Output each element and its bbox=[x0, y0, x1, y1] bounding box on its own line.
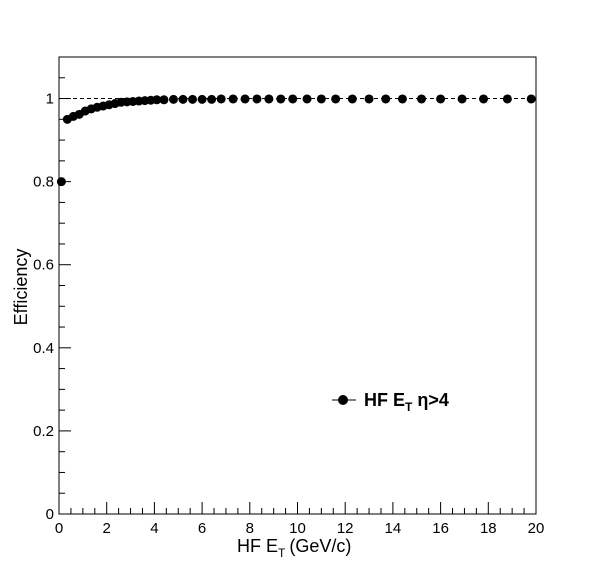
x-tick-label: 16 bbox=[432, 520, 449, 537]
data-point bbox=[178, 94, 188, 104]
data-point bbox=[228, 94, 238, 104]
x-tick-label: 10 bbox=[289, 520, 306, 537]
x-axis-ticks: 0 2 4 6 8 10 12 14 16 18 20 bbox=[55, 502, 545, 537]
x-tick-label: 4 bbox=[150, 520, 158, 537]
data-point bbox=[240, 94, 250, 104]
data-point bbox=[188, 94, 198, 104]
data-point bbox=[457, 94, 467, 104]
x-tick-label: 18 bbox=[480, 520, 497, 537]
x-axis-title: HF ET (GeV/c) bbox=[237, 536, 351, 560]
legend-marker bbox=[338, 395, 348, 405]
data-point bbox=[381, 94, 391, 104]
data-point bbox=[168, 94, 178, 104]
x-tick-label: 0 bbox=[55, 520, 63, 537]
data-point bbox=[197, 94, 207, 104]
y-axis-ticks: 0 0.2 0.4 0.6 0.8 1 bbox=[33, 56, 71, 523]
data-point bbox=[152, 95, 162, 105]
y-tick-label: 0.6 bbox=[33, 257, 54, 274]
data-point bbox=[364, 94, 374, 104]
data-point bbox=[216, 94, 226, 104]
legend-label-subscript: T bbox=[405, 400, 413, 414]
y-axis-title: Efficiency bbox=[11, 249, 31, 326]
x-tick-label: 6 bbox=[198, 520, 206, 537]
x-axis-title-unit: (GeV/c) bbox=[289, 536, 351, 556]
y-tick-label: 0 bbox=[46, 506, 54, 523]
x-tick-label: 2 bbox=[103, 520, 111, 537]
plot-frame bbox=[58, 56, 537, 515]
data-point bbox=[276, 94, 286, 104]
y-tick-label: 0.8 bbox=[33, 174, 54, 191]
data-point bbox=[159, 95, 169, 105]
x-axis-title-main: HF E bbox=[237, 536, 278, 556]
data-point bbox=[436, 94, 446, 104]
x-tick-label: 14 bbox=[385, 520, 402, 537]
data-point bbox=[316, 94, 326, 104]
data-points bbox=[56, 94, 536, 187]
legend-label: HF ET η>4 bbox=[364, 390, 449, 414]
data-point bbox=[288, 94, 298, 104]
data-point bbox=[302, 94, 312, 104]
legend-label-condition: η>4 bbox=[412, 390, 449, 410]
data-point bbox=[502, 94, 512, 104]
legend: HF ET η>4 bbox=[332, 390, 449, 414]
data-point bbox=[207, 94, 217, 104]
data-point bbox=[264, 94, 274, 104]
data-point bbox=[331, 94, 341, 104]
y-tick-label: 0.2 bbox=[33, 423, 54, 440]
y-tick-label: 1 bbox=[46, 91, 54, 108]
data-point bbox=[252, 94, 262, 104]
y-tick-label: 0.4 bbox=[33, 340, 54, 357]
x-tick-label: 12 bbox=[337, 520, 354, 537]
data-point bbox=[526, 94, 536, 104]
x-tick-label: 20 bbox=[528, 520, 545, 537]
x-axis-title-subscript: T bbox=[278, 546, 286, 560]
legend-label-main: HF E bbox=[364, 390, 405, 410]
data-point bbox=[479, 94, 489, 104]
data-point bbox=[397, 94, 407, 104]
data-point bbox=[417, 94, 427, 104]
x-tick-label: 8 bbox=[246, 520, 254, 537]
data-point bbox=[56, 177, 66, 187]
data-point bbox=[347, 94, 357, 104]
